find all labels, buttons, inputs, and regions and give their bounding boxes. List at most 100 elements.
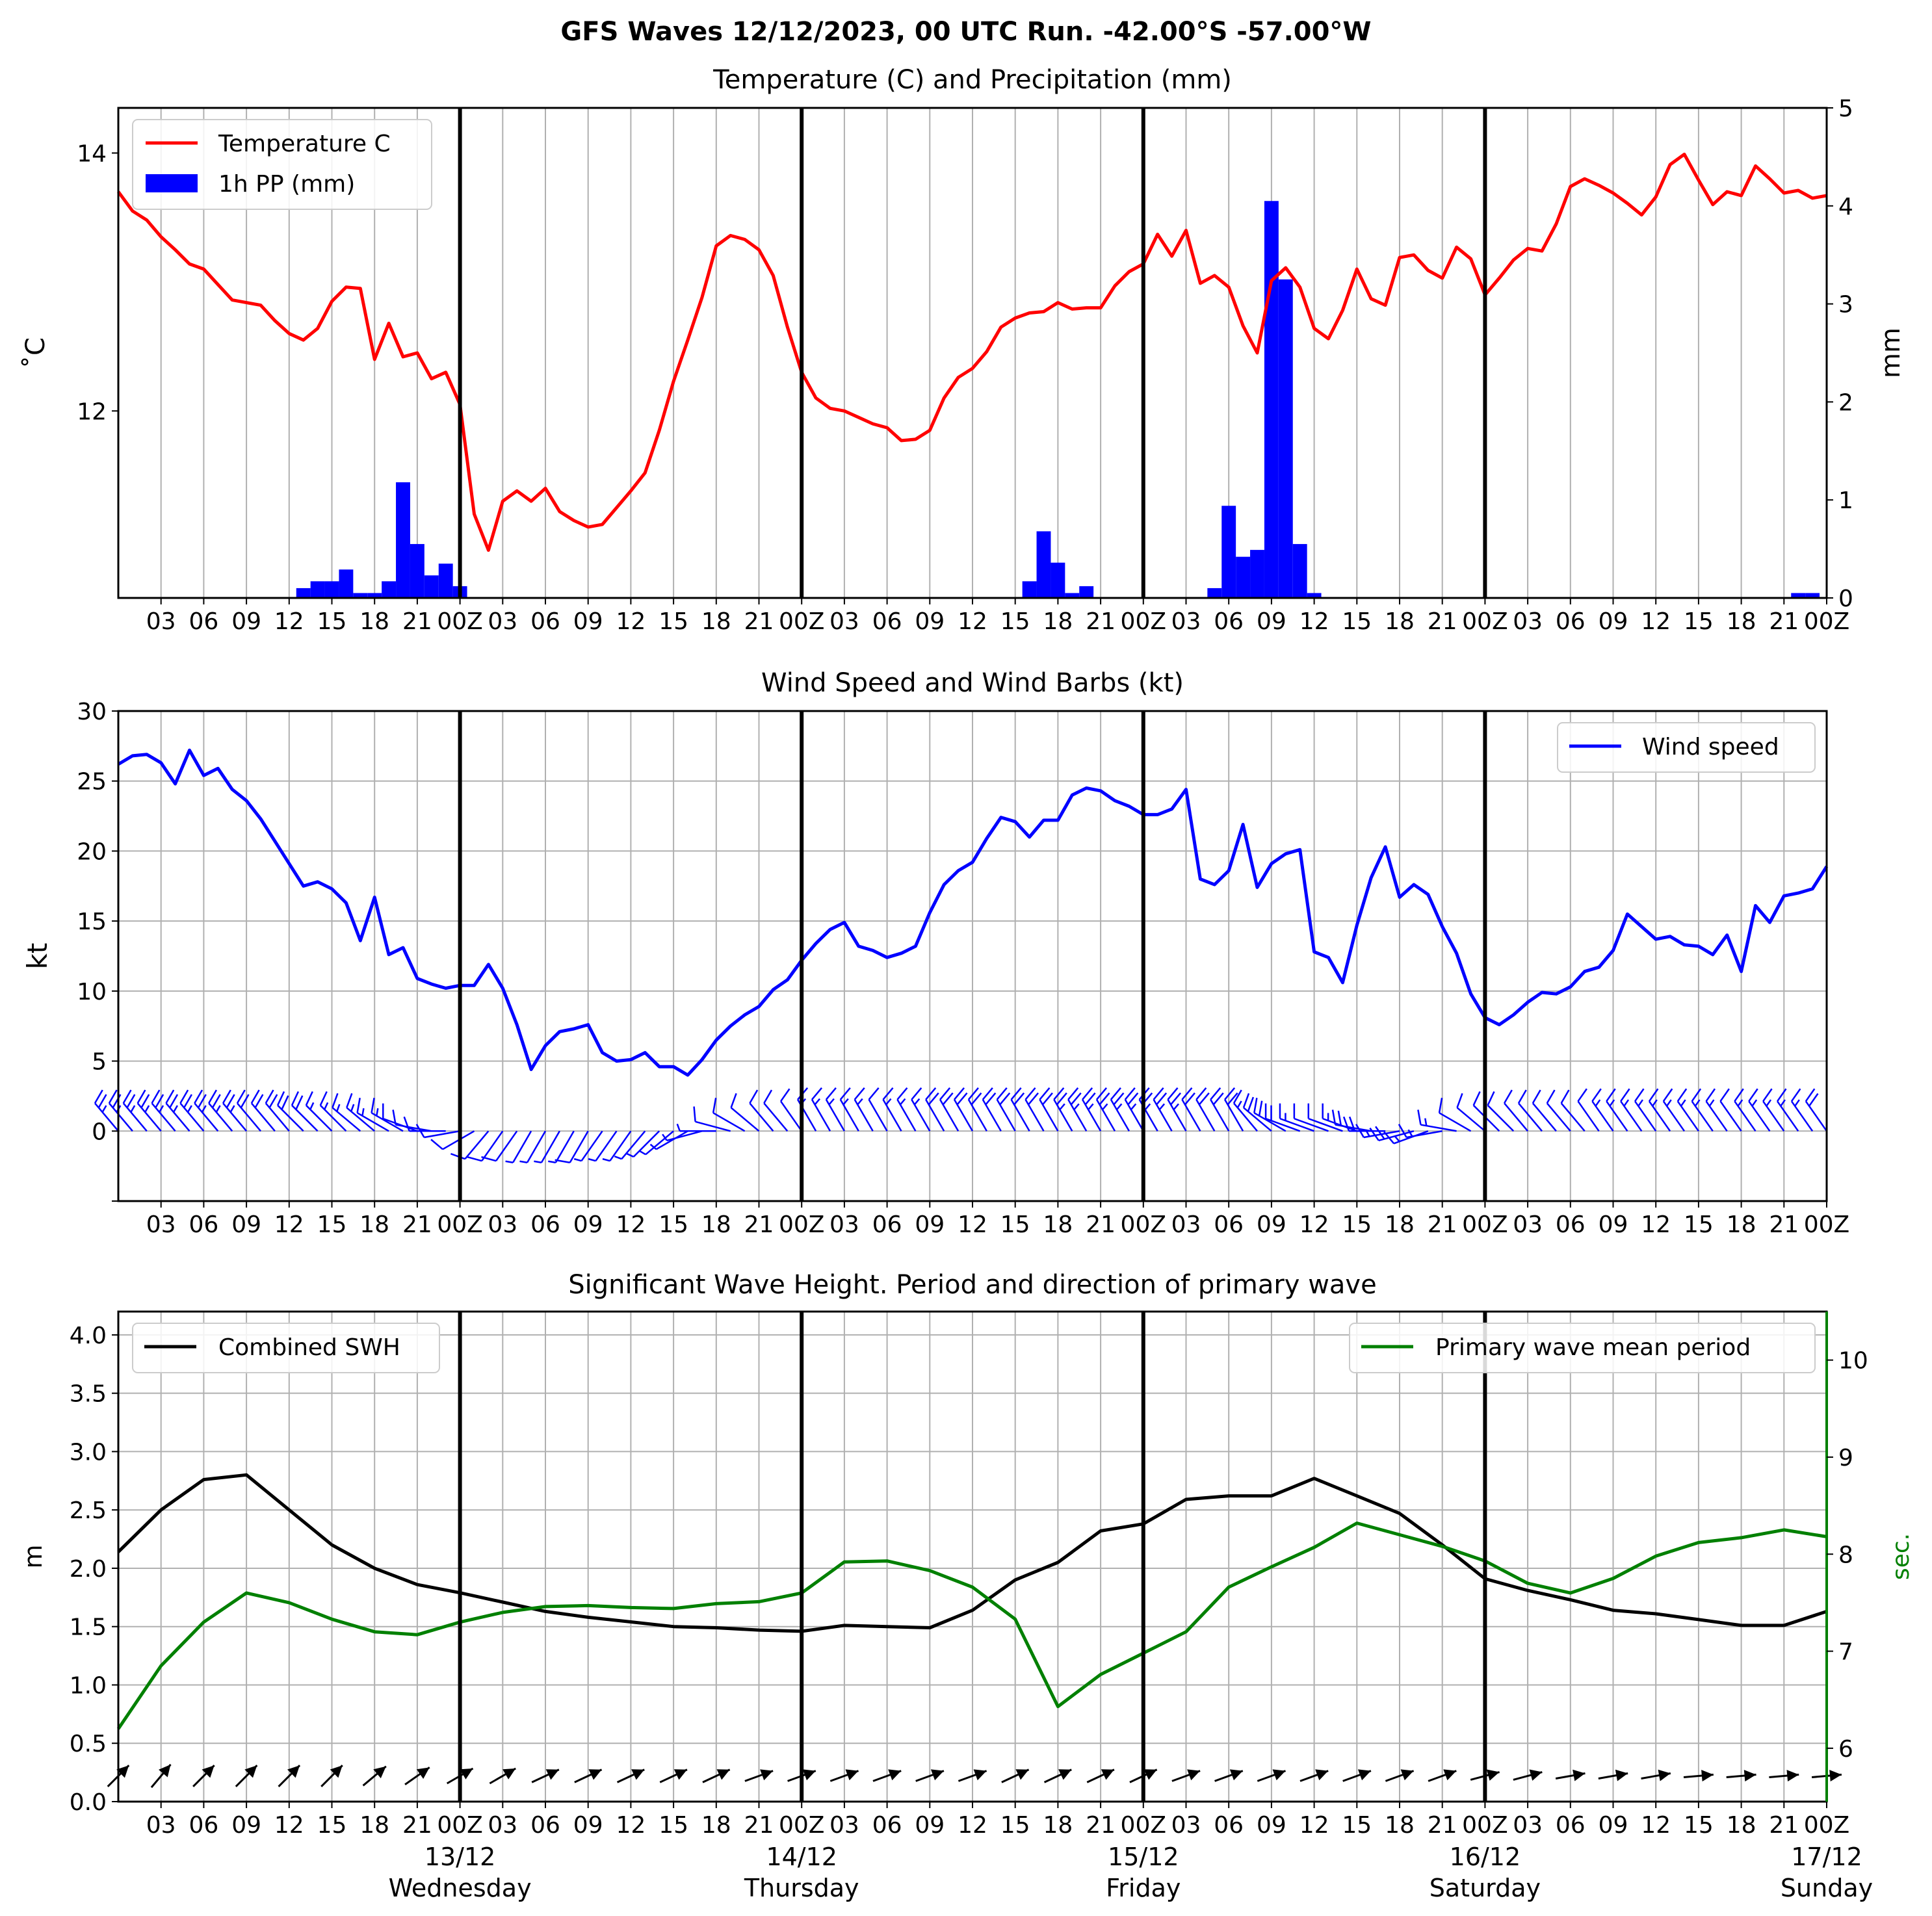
wind-barb-feather xyxy=(1719,1088,1730,1102)
wind-barb-feather xyxy=(1577,1088,1587,1102)
wind-barb-staff xyxy=(1677,1100,1699,1132)
wave-arrow-head xyxy=(1272,1769,1286,1781)
wind-barb-feather xyxy=(1762,1088,1773,1102)
wave-y-tick-label: 0.5 xyxy=(70,1731,107,1757)
wind-barb-staff xyxy=(250,1102,276,1132)
wind-barb-staff xyxy=(208,1102,233,1132)
wind-barb-feather xyxy=(1648,1088,1659,1102)
wind-barb-feather xyxy=(1053,1087,1065,1100)
precip-bar xyxy=(1250,550,1264,598)
wave-grid xyxy=(118,1312,1827,1802)
wind-barb-feather xyxy=(1212,1092,1224,1106)
wind-barb-feather xyxy=(198,1094,207,1108)
wind-barb-feather xyxy=(1398,1124,1407,1138)
period-y-label: sec. xyxy=(1888,1533,1914,1580)
wind-barb xyxy=(1293,1103,1329,1132)
wave-direction-arrow xyxy=(1214,1769,1244,1782)
wind-barb-feather xyxy=(942,1092,954,1106)
wind-barb-staff xyxy=(1504,1102,1529,1132)
precip-bar xyxy=(396,482,410,598)
wind-x-tick-label: 03 xyxy=(829,1211,859,1238)
wind-barb-feather xyxy=(1070,1092,1082,1106)
temp-x-tick-label: 09 xyxy=(1599,608,1628,635)
wind-barb-feather xyxy=(403,1116,410,1132)
wind-barb xyxy=(1153,1087,1173,1132)
wave-x-tick-label: 12 xyxy=(616,1812,646,1839)
wave-x-tick-label: 15 xyxy=(1000,1812,1030,1839)
wind-barb-half-feather xyxy=(1623,1099,1630,1107)
precip-bar xyxy=(1236,556,1251,598)
wind-barb-half-feather xyxy=(1144,1103,1151,1111)
wind-barb-half-feather xyxy=(187,1105,192,1113)
wave-direction-arrow xyxy=(531,1768,560,1783)
wind-barb xyxy=(291,1091,319,1132)
wave-direction-arrow xyxy=(235,1765,258,1787)
wind-barb-staff xyxy=(277,1104,304,1132)
wind-barb-feather xyxy=(332,1093,339,1108)
wind-barb-feather xyxy=(839,1087,851,1100)
wind-x-tick-label: 00Z xyxy=(437,1211,482,1238)
temp-x-tick-label: 15 xyxy=(659,608,688,635)
wind-barb-feather xyxy=(1247,1096,1255,1112)
wind-x-tick-label: 15 xyxy=(317,1211,347,1238)
wave-direction-arrow xyxy=(320,1765,343,1787)
wind-x-tick-label: 21 xyxy=(1428,1211,1457,1238)
wave-x-tick-label: 21 xyxy=(744,1812,774,1839)
wave-direction-arrows xyxy=(107,1763,1842,1789)
wind-x-tick-label: 12 xyxy=(274,1211,304,1238)
wind-barb-feather xyxy=(811,1087,823,1100)
wave-x-tick-label: 21 xyxy=(1428,1812,1457,1839)
wind-y-tick-label: 30 xyxy=(77,699,107,725)
wind-barb-half-feather xyxy=(828,1098,835,1106)
wind-x-tick-label: 03 xyxy=(1171,1211,1201,1238)
period-y-ticks: 6 7 8 9 10 xyxy=(1827,1348,1868,1763)
wind-barb xyxy=(1233,1089,1258,1132)
wind-barb xyxy=(519,1130,547,1164)
wind-barb xyxy=(194,1089,219,1132)
wind-barb xyxy=(1253,1098,1286,1132)
wind-barb-staff xyxy=(265,1102,290,1132)
wind-barb-feather xyxy=(276,1091,285,1106)
wave-x-tick-label: 21 xyxy=(1086,1812,1116,1839)
temp-x-tick-label: 21 xyxy=(1086,608,1116,635)
wind-barb-staff xyxy=(1053,1099,1073,1132)
wave-direction-arrow xyxy=(404,1767,430,1785)
wind-barb-staff xyxy=(424,1130,460,1139)
precip-bar xyxy=(1264,201,1279,598)
wind-barb xyxy=(953,1087,974,1132)
wind-barb-feather xyxy=(392,1109,397,1125)
wave-direction-arrow xyxy=(958,1769,987,1782)
day-name-label: Wednesday xyxy=(389,1874,532,1902)
wind-barb-half-feather xyxy=(1364,1129,1370,1137)
wave-direction-arrow xyxy=(150,1763,172,1789)
wind-barb-feather xyxy=(925,1087,937,1100)
wind-barb-staff xyxy=(695,1120,731,1132)
wind-x-tick-label: 18 xyxy=(1727,1211,1756,1238)
wave-x-tick-label: 15 xyxy=(1342,1812,1372,1839)
wind-barb-feather xyxy=(1067,1087,1079,1100)
swh-legend: Combined SWH xyxy=(132,1323,440,1373)
wave-arrow-head xyxy=(1143,1769,1157,1780)
wind-barb-staff xyxy=(464,1130,490,1159)
temp-y-label: ˚C xyxy=(21,337,51,369)
wind-barb xyxy=(614,1130,646,1160)
wind-barb-feather xyxy=(265,1089,274,1104)
precip-bar xyxy=(1051,562,1065,598)
wind-barb-feather xyxy=(254,1094,264,1108)
wave-x-tick-label: 06 xyxy=(530,1812,560,1839)
wind-barb-feather xyxy=(1517,1089,1527,1104)
temp-legend: Temperature C 1h PP (mm) xyxy=(132,119,432,210)
wave-direction-arrow xyxy=(702,1768,731,1783)
wind-barb-staff xyxy=(896,1099,917,1132)
wave-y-tick-label: 0.0 xyxy=(70,1789,107,1816)
wind-x-tick-label: 00Z xyxy=(1462,1211,1508,1238)
wind-x-tick-label: 09 xyxy=(1599,1211,1628,1238)
wind-barb-staff xyxy=(839,1099,859,1132)
temperature-series-line xyxy=(116,152,1827,552)
temp-x-ticks: 03 06 09 12 15 18 21 00Z 03 06 09 12 15 18 21 00Z 03 06 09… xyxy=(146,598,1849,635)
period-y-tick-label: 10 xyxy=(1838,1348,1868,1375)
wave-arrow-head xyxy=(1015,1769,1029,1780)
wind-barb-feather xyxy=(179,1089,189,1104)
wind-barb-feather xyxy=(371,1098,375,1113)
legend-swh-label: Combined SWH xyxy=(218,1334,400,1361)
